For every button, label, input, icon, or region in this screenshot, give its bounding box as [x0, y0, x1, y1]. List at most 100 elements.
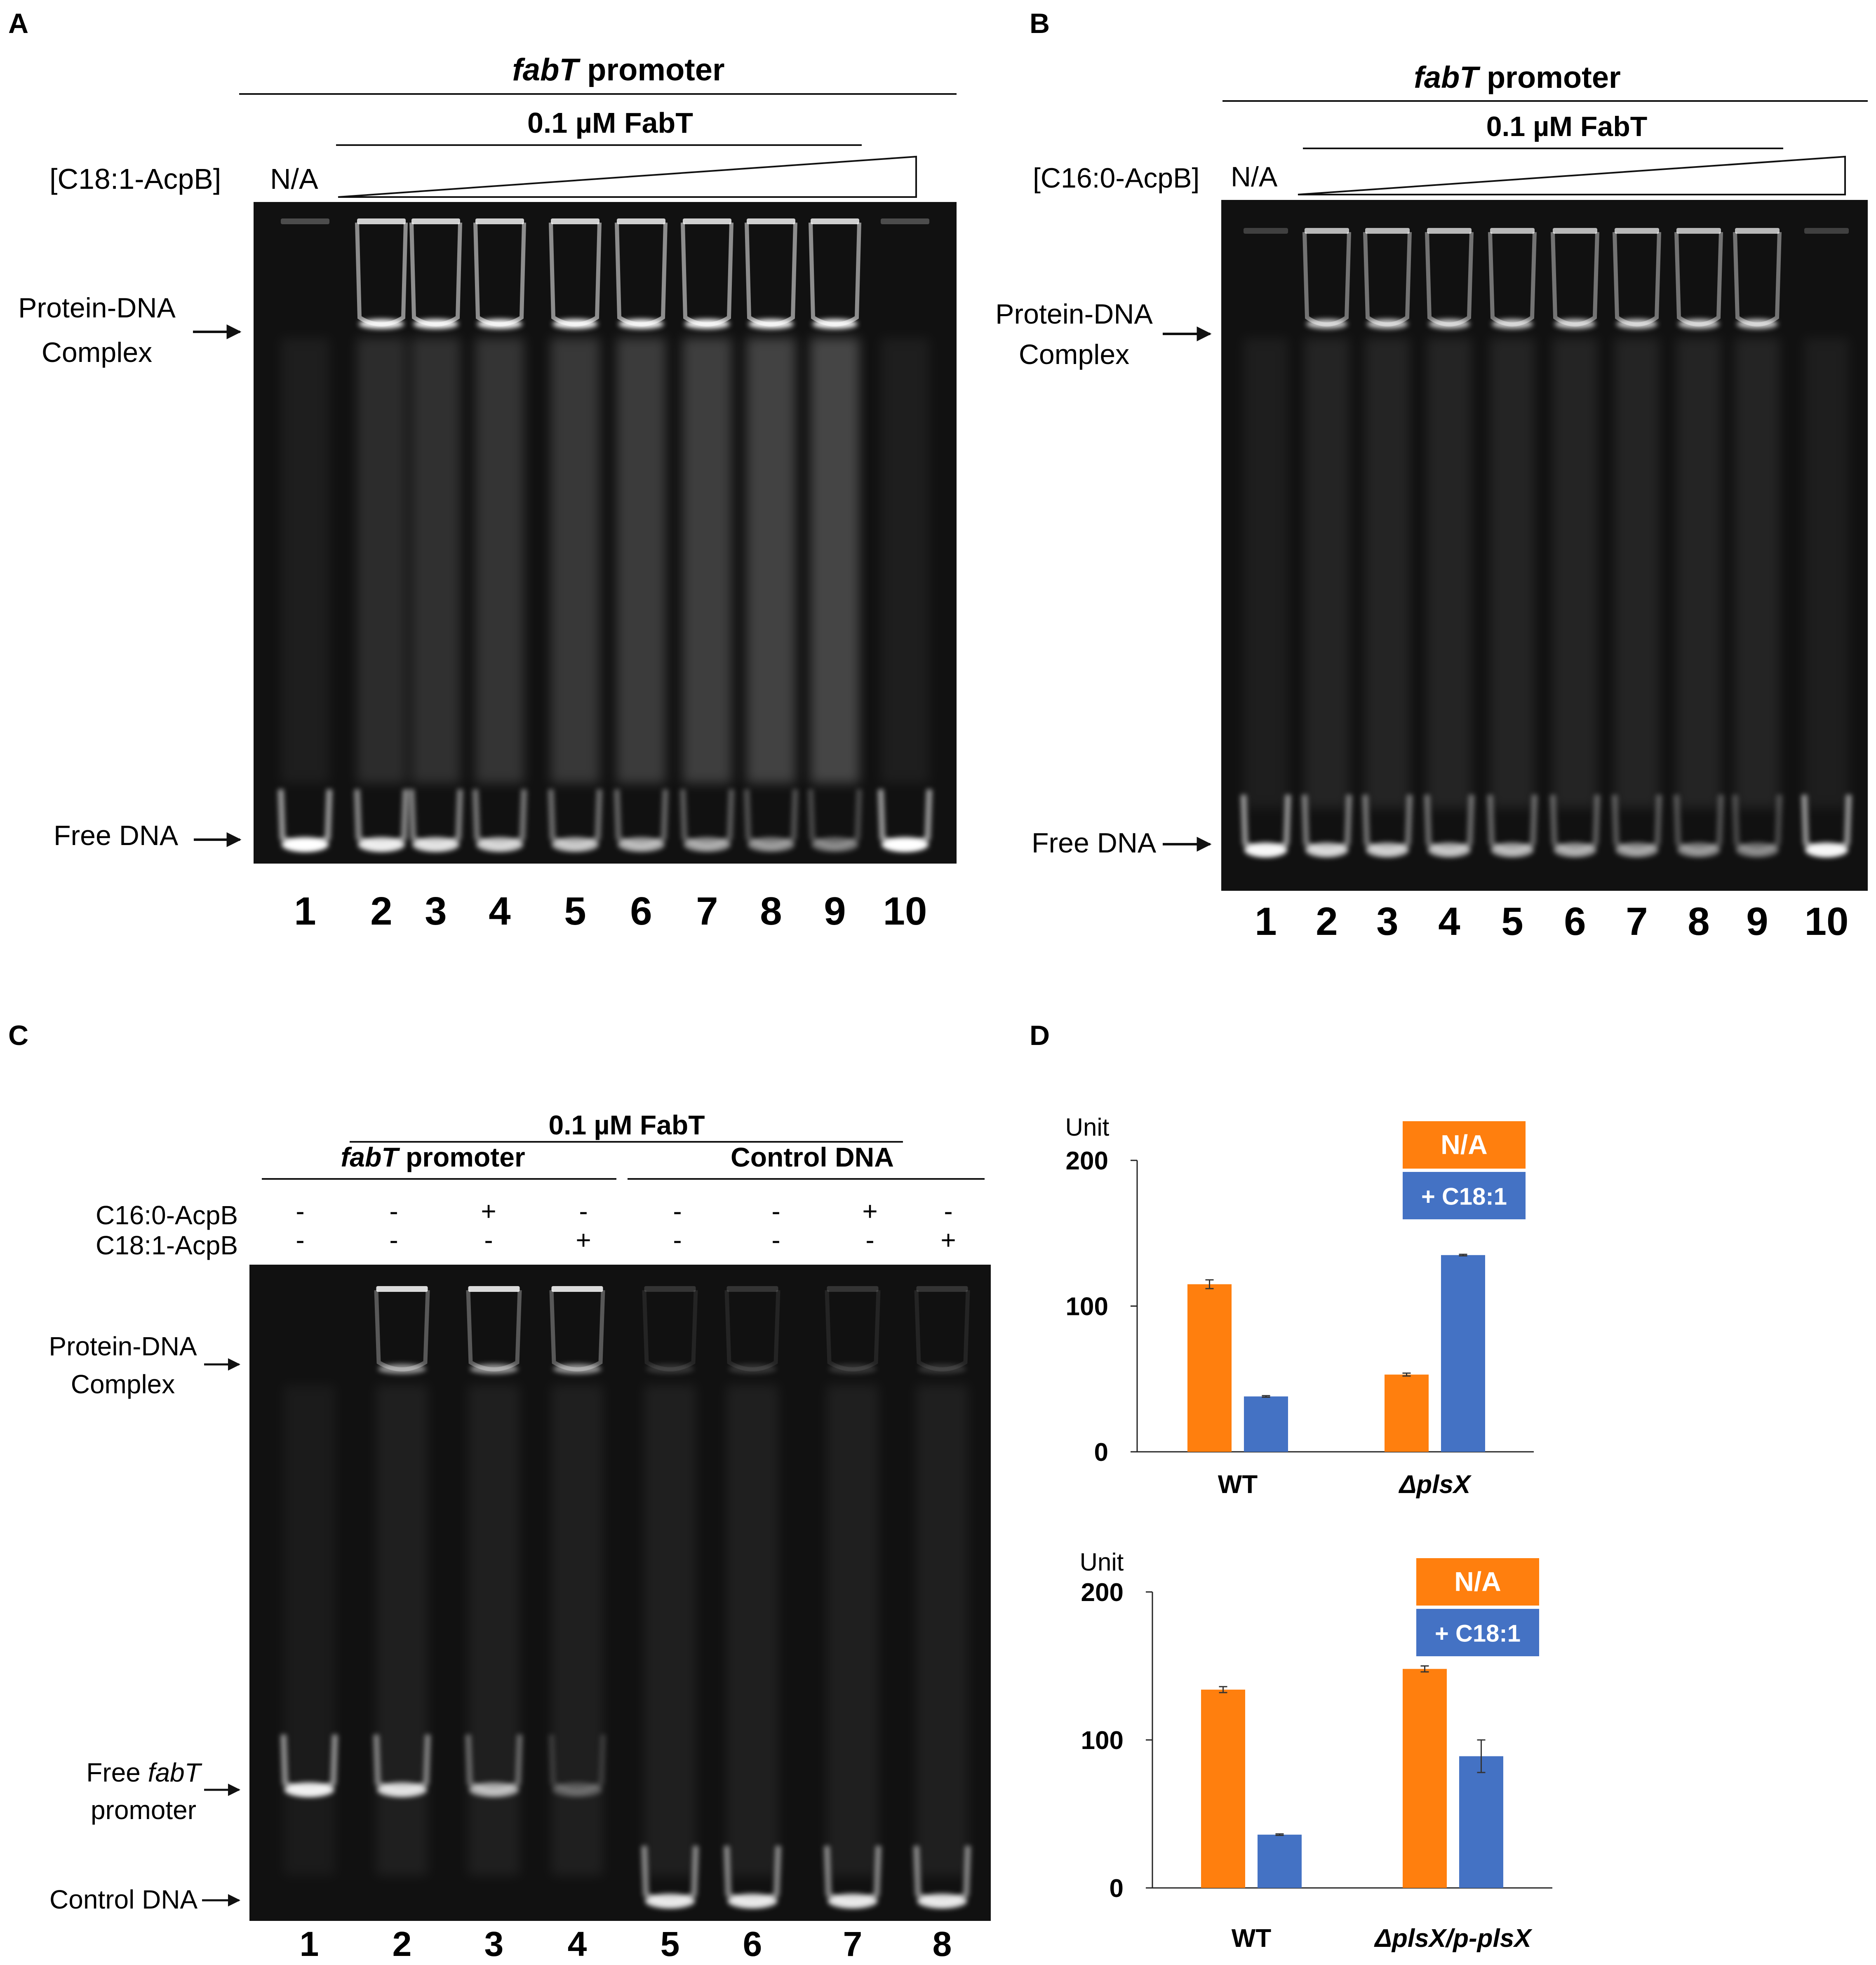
panel-b-lane-number: 8 [1688, 899, 1709, 944]
panel-c-sign-c16: - [296, 1196, 304, 1226]
gel-free-band [882, 837, 929, 852]
gel-well [1553, 228, 1597, 234]
gel-well [811, 218, 859, 224]
gel-complex-band [1492, 319, 1533, 329]
chart-category-label: ΔplsX/p-plsX [1374, 1924, 1533, 1953]
gel-free-band [1677, 843, 1720, 857]
panel-d: D Unit 0 100 200 WT ΔplsX N/A + C18:1 Unit 0 100 2… [1030, 1020, 1552, 1953]
chart-bar [1441, 1255, 1485, 1452]
gel-smear [411, 338, 460, 783]
panel-c-lane-numbers: 1 2 3 4 5 6 7 8 [300, 1925, 952, 1963]
panel-c-free-label-word: Free [86, 1758, 148, 1787]
panel-a-complex-label-2: Complex [42, 337, 152, 368]
gel-free-band [917, 1894, 967, 1909]
gel-complex-band [1367, 319, 1408, 329]
panel-c-lane-number: 5 [661, 1925, 680, 1963]
gel-smear [1735, 338, 1780, 808]
gel-well [551, 218, 599, 224]
gel-free-band [284, 1782, 334, 1797]
panel-c-sign-grid: - - + - - - + -- - - + - - - + [296, 1196, 956, 1255]
panel-c-sign-c18: - [673, 1225, 682, 1255]
gel-well [551, 1286, 603, 1292]
gel-free-band [1305, 843, 1348, 857]
gel-free-band [552, 1782, 602, 1797]
panel-b-lane-number: 3 [1376, 899, 1398, 944]
gel-free-band [1736, 843, 1779, 857]
panel-a-complex-label-1: Protein-DNA [18, 292, 176, 324]
panel-a-lane-number: 1 [294, 889, 316, 933]
panel-b-title-rest: promoter [1478, 60, 1620, 94]
panel-c-lane-number: 1 [300, 1925, 319, 1963]
gel-free-band [1366, 843, 1409, 857]
chart-category-label: WT [1232, 1924, 1272, 1953]
gel-smear [376, 1385, 428, 1876]
gel-smear [1615, 338, 1659, 808]
gel-smear [747, 338, 795, 783]
panel-b-lane-number: 2 [1316, 899, 1338, 944]
panel-b-letter: B [1030, 8, 1050, 39]
gel-complex-band [470, 1364, 518, 1374]
panel-b-lane-number: 9 [1746, 899, 1768, 944]
gel-well [1427, 228, 1472, 234]
chart-legend-label: + C18:1 [1421, 1183, 1507, 1210]
gel-complex-band [1737, 319, 1778, 329]
panel-c-complex-label-1: Protein-DNA [49, 1331, 197, 1361]
panel-a-lane-number: 6 [630, 889, 652, 933]
panel-b-complex-label-2: Complex [1019, 339, 1129, 370]
gel-smear [283, 1385, 335, 1876]
gel-smear [827, 1385, 879, 1876]
gel-free-band [811, 837, 858, 852]
gel-well [1735, 228, 1780, 234]
chart-y-tick-label: 100 [1081, 1726, 1124, 1755]
gel-complex-band [646, 1364, 694, 1374]
panel-b-ligand-label: [C16:0-AcpB] [1033, 162, 1199, 194]
gel-smear [1244, 338, 1288, 808]
chart-y-tick-label: 200 [1066, 1147, 1108, 1175]
gel-well [475, 218, 524, 224]
panel-b-lane-number: 5 [1501, 899, 1523, 944]
gel-well [726, 1286, 778, 1292]
panel-c-complex-label-2: Complex [71, 1369, 175, 1399]
panel-a-title-gene: fabT [512, 52, 581, 87]
gel-free-band [358, 837, 405, 852]
chart-ylabel: Unit [1080, 1548, 1124, 1576]
gel-complex-band [378, 1364, 426, 1374]
gel-smear [281, 338, 329, 783]
panel-a-lane-number: 2 [370, 889, 392, 933]
panel-c-free-label-gene: fabT [148, 1758, 202, 1787]
panel-b-gradient-triangle [1298, 155, 1846, 195]
panel-a-title-rest: promoter [578, 52, 725, 87]
panel-a-lane-number: 8 [760, 889, 782, 933]
panel-c-sign-c18: + [576, 1225, 591, 1255]
panel-c-sign-c18: - [771, 1225, 780, 1255]
panel-d-letter: D [1030, 1020, 1050, 1051]
panel-b-protein-label: 0.1 µM FabT [1486, 111, 1648, 142]
gel-well [1676, 228, 1721, 234]
panel-c: C 0.1 µM FabT fabT promoter Control DNA … [8, 1020, 991, 1963]
panel-c-control-label: Control DNA [49, 1885, 198, 1914]
chart-category-label: ΔplsX [1399, 1470, 1472, 1499]
panel-a-lane-number: 5 [564, 889, 586, 933]
gel-smear [475, 338, 524, 783]
gel-complex-band [413, 319, 458, 329]
gel-smear [1804, 338, 1849, 808]
gel-complex-band [552, 319, 598, 329]
chart-bar [1201, 1689, 1245, 1888]
gel-well [468, 1286, 520, 1292]
gel-free-band [1554, 843, 1596, 857]
panel-c-free-label-2: promoter [91, 1795, 196, 1825]
panel-c-gel [249, 1265, 991, 1921]
panel-a-lane-number: 3 [425, 889, 447, 933]
panel-c-sign-c16: - [673, 1196, 682, 1226]
gel-smear [468, 1385, 520, 1876]
panel-d-chart-2: Unit 0 100 200 WT ΔplsX/p-plsX N/A + C18:1 [1080, 1548, 1552, 1953]
gel-smear [551, 338, 599, 783]
gel-complex-band [477, 319, 522, 329]
gel-complex-band [748, 319, 794, 329]
panel-c-sign-c16: + [481, 1196, 496, 1226]
gel-complex-band [828, 1364, 877, 1374]
gel-complex-band [918, 1364, 966, 1374]
panel-b-complex-label-1: Protein-DNA [995, 298, 1153, 330]
